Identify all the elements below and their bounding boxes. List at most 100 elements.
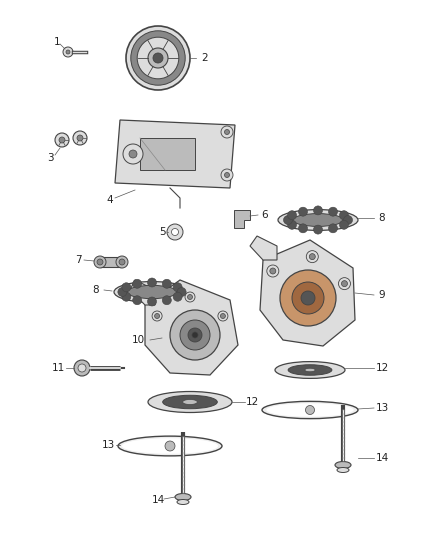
Circle shape	[119, 259, 125, 265]
Circle shape	[177, 287, 186, 296]
Circle shape	[299, 224, 307, 233]
Polygon shape	[234, 210, 250, 228]
Ellipse shape	[337, 467, 349, 472]
Text: 9: 9	[379, 290, 385, 300]
Circle shape	[339, 220, 349, 229]
Ellipse shape	[175, 494, 191, 500]
Circle shape	[122, 282, 131, 292]
Circle shape	[73, 131, 87, 145]
Text: 13: 13	[101, 440, 115, 450]
Ellipse shape	[266, 403, 353, 417]
Circle shape	[148, 48, 168, 68]
Circle shape	[74, 360, 90, 376]
Circle shape	[292, 282, 324, 314]
Circle shape	[63, 47, 73, 57]
Polygon shape	[100, 257, 122, 267]
Circle shape	[122, 292, 131, 301]
Circle shape	[148, 297, 156, 306]
Circle shape	[328, 224, 338, 233]
Polygon shape	[130, 280, 155, 305]
Circle shape	[97, 259, 103, 265]
Circle shape	[118, 287, 127, 296]
Circle shape	[167, 224, 183, 240]
Text: 6: 6	[261, 210, 268, 220]
Circle shape	[301, 291, 315, 305]
Circle shape	[78, 364, 86, 372]
Bar	[140, 138, 195, 170]
Circle shape	[267, 265, 279, 277]
Circle shape	[342, 281, 347, 287]
Polygon shape	[260, 240, 355, 346]
Circle shape	[133, 296, 141, 305]
Ellipse shape	[127, 285, 177, 298]
Circle shape	[192, 332, 198, 338]
Ellipse shape	[278, 209, 358, 230]
Circle shape	[328, 207, 338, 216]
Ellipse shape	[335, 462, 351, 469]
Ellipse shape	[137, 37, 179, 79]
Circle shape	[221, 126, 233, 138]
Text: 14: 14	[152, 495, 165, 505]
Circle shape	[299, 207, 307, 216]
Circle shape	[339, 211, 349, 220]
Circle shape	[187, 295, 192, 300]
Circle shape	[165, 441, 175, 451]
Text: 1: 1	[54, 37, 60, 47]
Text: 7: 7	[75, 255, 81, 265]
Ellipse shape	[114, 281, 190, 302]
Circle shape	[162, 296, 171, 305]
Circle shape	[173, 292, 182, 301]
Circle shape	[129, 150, 137, 158]
Circle shape	[225, 130, 230, 134]
Ellipse shape	[262, 401, 358, 418]
Ellipse shape	[275, 361, 345, 378]
Polygon shape	[115, 120, 235, 188]
Circle shape	[185, 292, 195, 302]
Circle shape	[170, 310, 220, 360]
Circle shape	[77, 135, 83, 141]
Circle shape	[133, 279, 141, 288]
Circle shape	[280, 270, 336, 326]
Circle shape	[343, 215, 353, 224]
Circle shape	[339, 278, 350, 289]
Circle shape	[116, 256, 128, 268]
Circle shape	[155, 313, 159, 319]
Circle shape	[225, 173, 230, 177]
Text: 4: 4	[107, 195, 113, 205]
Circle shape	[148, 278, 156, 287]
Polygon shape	[145, 280, 238, 375]
Circle shape	[270, 268, 276, 274]
Circle shape	[162, 279, 171, 288]
Ellipse shape	[288, 365, 332, 375]
Circle shape	[55, 133, 69, 147]
Text: 2: 2	[201, 53, 208, 63]
Circle shape	[309, 254, 315, 260]
Circle shape	[305, 406, 314, 415]
Text: 8: 8	[93, 285, 99, 295]
Text: 11: 11	[51, 363, 65, 373]
Circle shape	[153, 53, 163, 63]
Circle shape	[314, 206, 322, 215]
Circle shape	[59, 137, 65, 143]
Circle shape	[287, 220, 297, 229]
Circle shape	[180, 320, 210, 350]
Text: 12: 12	[245, 397, 258, 407]
Ellipse shape	[183, 399, 198, 405]
Polygon shape	[250, 236, 277, 260]
Circle shape	[218, 311, 228, 321]
Circle shape	[172, 229, 179, 236]
Ellipse shape	[118, 436, 222, 456]
Circle shape	[314, 225, 322, 234]
Text: 13: 13	[375, 403, 389, 413]
Circle shape	[221, 169, 233, 181]
Ellipse shape	[305, 368, 315, 372]
Ellipse shape	[177, 499, 189, 505]
Text: 8: 8	[379, 213, 385, 223]
Circle shape	[173, 282, 182, 292]
Text: 12: 12	[375, 363, 389, 373]
Ellipse shape	[148, 392, 232, 413]
Ellipse shape	[126, 26, 190, 90]
Circle shape	[188, 328, 202, 342]
Circle shape	[306, 251, 318, 263]
Ellipse shape	[122, 438, 218, 454]
